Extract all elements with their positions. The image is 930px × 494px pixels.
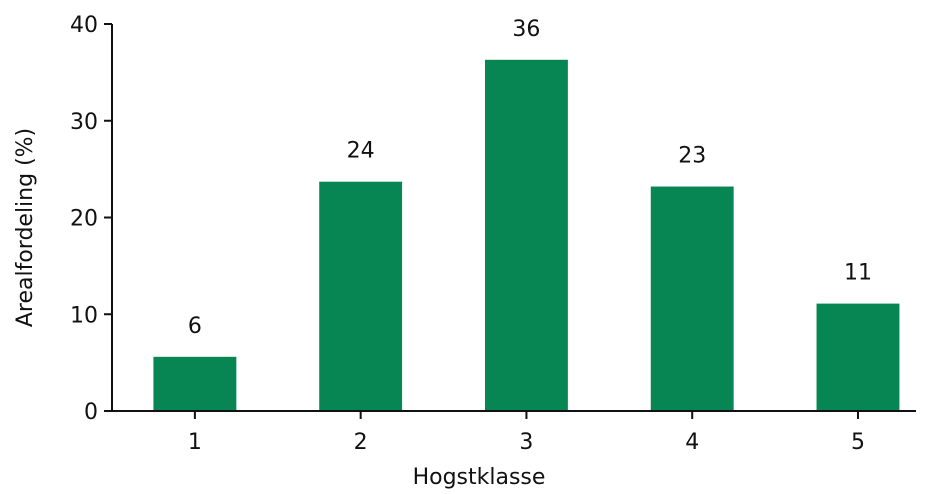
bar-1 [153,356,237,411]
y-tick-label: 20 [70,207,98,232]
x-ticks-group: 1 2 3 4 5 [188,411,865,455]
data-label-2: 24 [347,139,375,164]
bar-5 [816,303,900,411]
x-tick-label: 3 [519,430,533,455]
bar-3 [484,59,568,412]
bar-2 [319,181,403,411]
x-tick-label: 4 [685,430,699,455]
data-label-3: 36 [512,17,540,42]
x-axis-title: Hogstklasse [413,465,546,489]
x-tick-label: 5 [851,430,865,455]
x-tick-label: 2 [354,430,368,455]
y-tick-label: 40 [70,13,98,38]
y-tick-label: 0 [84,400,98,425]
y-tick-label: 10 [70,303,98,328]
x-tick-label: 1 [188,430,202,455]
bar-4 [650,186,734,411]
bars-group [153,59,900,412]
data-label-5: 11 [844,261,872,286]
data-label-1: 6 [188,314,202,339]
y-tick-label: 30 [70,110,98,135]
y-axis-title: Arealfordeling (%) [13,128,38,327]
y-ticks-group: 0 10 20 30 40 [70,13,112,425]
data-label-4: 23 [678,144,706,169]
data-labels-group: 6 24 36 23 11 [188,17,872,339]
